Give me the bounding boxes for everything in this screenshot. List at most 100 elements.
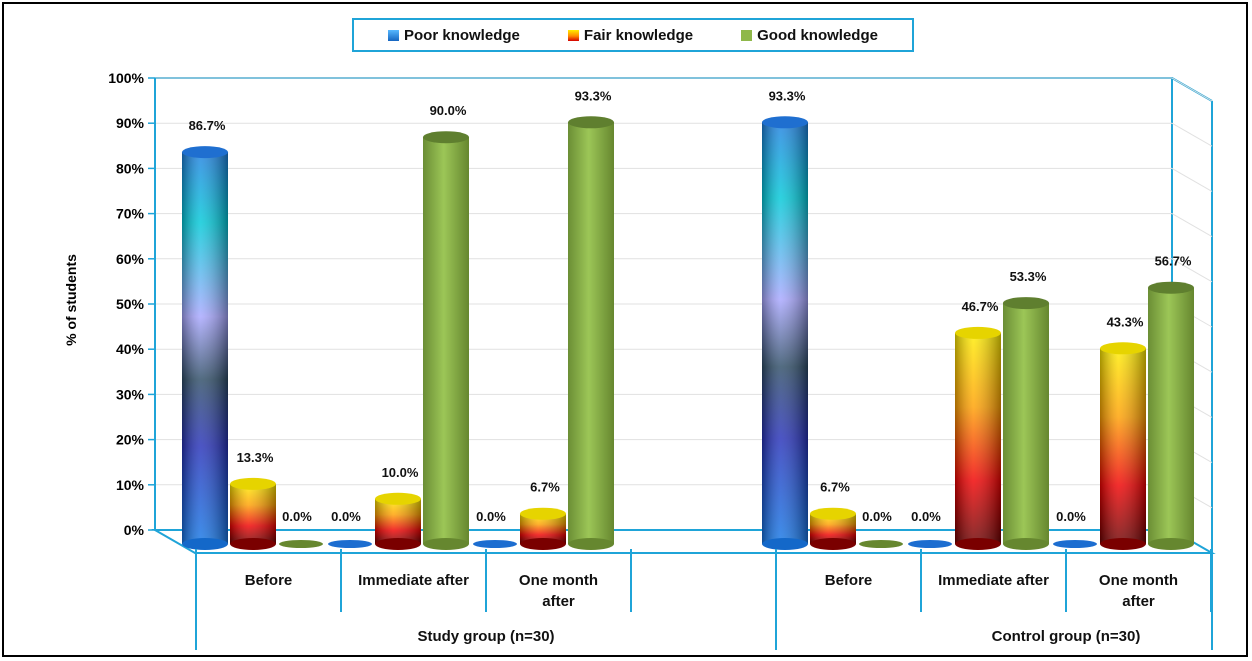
y-tick-label: 0% xyxy=(124,522,145,538)
gridline-side xyxy=(1171,167,1213,192)
y-axis: 0% 10% 20% 30% 40% 50% 60% 70% 80% 90% 100% % of st… xyxy=(63,70,156,538)
category-label: One month xyxy=(519,572,598,589)
legend-swatch-good xyxy=(741,29,753,41)
data-label: 0.0% xyxy=(1056,509,1086,524)
legend-swatch-fair xyxy=(567,29,579,41)
bar-top xyxy=(375,492,421,505)
bar-base xyxy=(1003,538,1049,550)
back-wall-top-edge xyxy=(155,77,1213,102)
gridline-side xyxy=(1171,77,1213,102)
group-label: Study group (n=30) xyxy=(417,628,554,645)
bar-base xyxy=(423,538,469,550)
data-label: 0.0% xyxy=(282,509,312,524)
category-label: Immediate after xyxy=(358,572,469,589)
bar-body xyxy=(423,137,469,544)
bar-base xyxy=(810,538,856,550)
data-label: 10.0% xyxy=(382,465,419,480)
bar-base xyxy=(375,538,421,550)
group-label: Control group (n=30) xyxy=(992,628,1141,645)
bar-shade xyxy=(230,483,276,544)
bar-shade xyxy=(182,152,228,544)
bar-top xyxy=(762,116,808,129)
bar-base xyxy=(230,538,276,550)
y-tick-label: 50% xyxy=(116,296,145,312)
bar-top xyxy=(810,507,856,520)
category-label: after xyxy=(1122,593,1155,610)
bar-body xyxy=(1003,303,1049,544)
data-label: 0.0% xyxy=(331,509,361,524)
data-label: 93.3% xyxy=(769,88,806,103)
y-tick-label: 90% xyxy=(116,115,145,131)
legend-item-poor: Poor knowledge xyxy=(388,27,520,44)
bar-top xyxy=(520,507,566,520)
bar-top xyxy=(955,326,1001,339)
bar-base xyxy=(955,538,1001,550)
data-label: 0.0% xyxy=(476,509,506,524)
legend-item-fair: Fair knowledge xyxy=(567,26,694,44)
x-axis: Before Immediate after One month after Study… xyxy=(195,549,1213,650)
bar-flat xyxy=(908,540,952,548)
data-labels: 86.7% 13.3% 0.0% 0.0% 10.0% 90.0% 0.0% 6.7% 93.3… xyxy=(189,88,1192,524)
bar-base xyxy=(762,538,808,550)
bar-shade xyxy=(375,498,421,544)
legend-label-poor: Poor knowledge xyxy=(404,26,520,44)
data-label: 90.0% xyxy=(430,103,467,118)
bar-shade xyxy=(1100,348,1146,544)
category-label: after xyxy=(542,593,575,610)
bar-top xyxy=(230,477,276,490)
bars xyxy=(182,116,1194,550)
bar-body xyxy=(568,122,614,544)
chart-walls xyxy=(151,77,1216,554)
bar-flat xyxy=(473,540,517,548)
bar-base xyxy=(520,538,566,550)
y-tick-label: 70% xyxy=(116,206,145,222)
bar-top xyxy=(568,116,614,129)
data-label: 53.3% xyxy=(1010,269,1047,284)
data-label: 6.7% xyxy=(530,480,560,495)
bar-body xyxy=(1148,287,1194,544)
y-axis-title: % of students xyxy=(63,254,79,346)
bar-top xyxy=(1100,342,1146,355)
legend-label-fair: Fair knowledge xyxy=(583,26,694,44)
bar-shade xyxy=(955,332,1001,544)
bar-base xyxy=(568,538,614,550)
bar-flat xyxy=(859,540,903,548)
y-tick-label: 60% xyxy=(116,251,145,267)
legend-swatch-poor xyxy=(388,29,400,41)
bar-top xyxy=(182,146,228,159)
gridline-side xyxy=(1171,258,1213,283)
legend-label-good: Good knowledge xyxy=(757,26,878,44)
bar-top xyxy=(1003,297,1049,310)
y-tick-label: 20% xyxy=(116,432,145,448)
y-tick-label: 40% xyxy=(116,341,145,357)
category-label: Immediate after xyxy=(938,572,1049,589)
bar-top xyxy=(1148,281,1194,294)
bar-base xyxy=(1148,538,1194,550)
bar-flat xyxy=(1053,540,1097,548)
bar-top xyxy=(423,131,469,144)
data-label: 0.0% xyxy=(911,509,941,524)
data-label: 6.7% xyxy=(820,480,850,495)
data-label: 43.3% xyxy=(1107,314,1144,329)
data-label: 86.7% xyxy=(189,118,226,133)
category-label: Before xyxy=(825,572,873,589)
y-tick-label: 80% xyxy=(116,160,145,176)
bar-shade xyxy=(762,122,808,544)
bar-flat xyxy=(328,540,372,548)
data-label: 56.7% xyxy=(1155,254,1192,269)
gridline-side xyxy=(1171,213,1213,238)
gridline-side xyxy=(1171,122,1213,147)
data-label: 0.0% xyxy=(862,509,892,524)
category-label: Before xyxy=(245,572,293,589)
y-tick-label: 30% xyxy=(116,386,145,402)
y-tick-label: 100% xyxy=(108,70,144,86)
y-tick-label: 10% xyxy=(116,477,145,493)
bar-base xyxy=(182,538,228,550)
bar-base xyxy=(1100,538,1146,550)
legend-item-good: Good knowledge xyxy=(741,27,878,44)
category-label: One month xyxy=(1099,572,1178,589)
data-label: 93.3% xyxy=(575,88,612,103)
data-label: 13.3% xyxy=(237,450,274,465)
bar-flat xyxy=(279,540,323,548)
